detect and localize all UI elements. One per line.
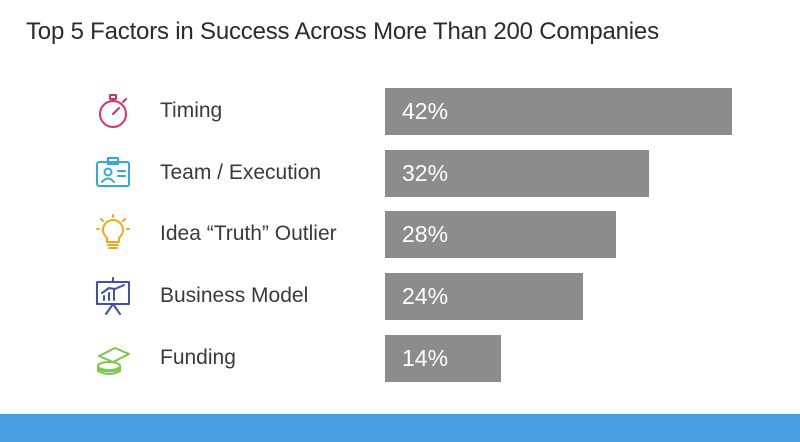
bar bbox=[385, 335, 501, 382]
bar bbox=[385, 211, 616, 258]
category-label: Funding bbox=[160, 346, 236, 369]
lightbulb-icon bbox=[93, 214, 133, 254]
bar-value-label: 24% bbox=[402, 283, 449, 309]
id-badge-icon bbox=[93, 153, 133, 193]
category-label: Timing bbox=[160, 99, 223, 122]
bar-value-label: 42% bbox=[402, 98, 449, 124]
chart-title: Top 5 Factors in Success Across More Tha… bbox=[26, 18, 659, 45]
presentation-chart-icon bbox=[93, 276, 133, 316]
bar bbox=[385, 273, 583, 320]
stopwatch-icon bbox=[93, 91, 133, 131]
bar-value-label: 14% bbox=[402, 345, 449, 371]
category-label: Idea “Truth” Outlier bbox=[160, 222, 337, 245]
bar-value-label: 28% bbox=[402, 221, 449, 247]
money-stack-icon bbox=[93, 338, 133, 378]
footer-band bbox=[0, 414, 800, 442]
bar bbox=[385, 88, 732, 135]
category-label: Team / Execution bbox=[160, 161, 322, 184]
bar-value-label: 32% bbox=[402, 160, 449, 186]
bar bbox=[385, 150, 649, 197]
category-label: Business Model bbox=[160, 284, 309, 307]
